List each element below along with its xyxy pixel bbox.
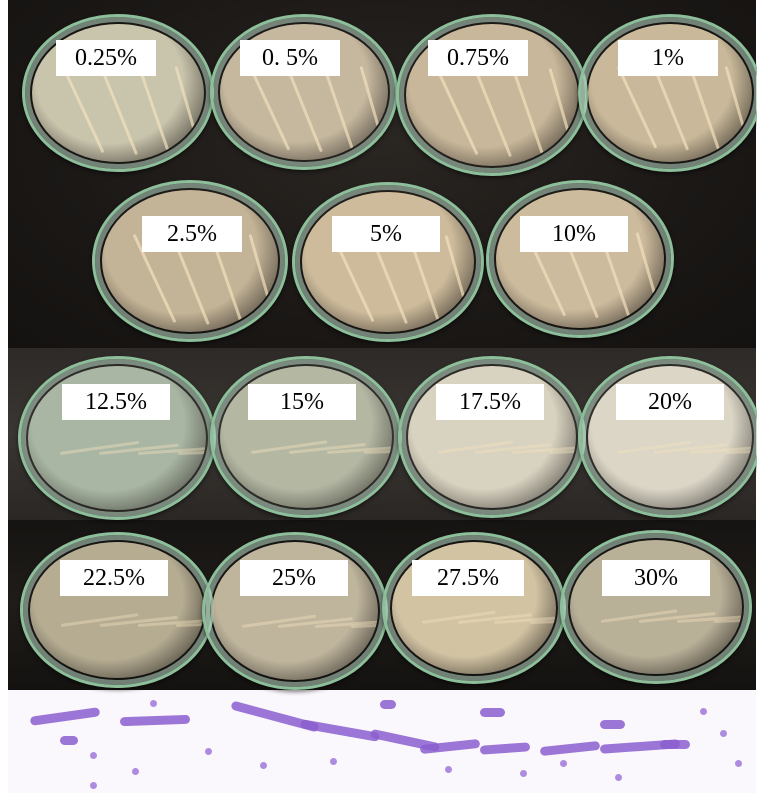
concentration-label: 1% <box>618 40 718 76</box>
bacterial-streak <box>175 66 204 159</box>
petri-dish-27-5-percent <box>382 532 566 684</box>
stained-cell <box>615 774 622 781</box>
bacterial-streak <box>511 67 545 159</box>
stained-rod <box>660 740 690 749</box>
concentration-label: 30% <box>602 560 710 596</box>
petri-dish-5-percent <box>292 182 484 342</box>
bacterial-streak <box>652 66 689 152</box>
concentration-label: 17.5% <box>436 384 544 420</box>
petri-dish-17-5-percent <box>398 356 586 518</box>
petri-dish-0-25-percent <box>22 14 214 172</box>
concentration-label: 20% <box>616 384 724 420</box>
bacterial-streak <box>688 66 721 153</box>
stained-cell <box>330 758 337 765</box>
bacterial-streak <box>724 66 752 154</box>
bacterial-streak <box>445 235 474 327</box>
petri-dish-2-5-percent <box>92 180 288 342</box>
concentration-label: 0. 5% <box>240 40 340 76</box>
petri-dish-12-5-percent <box>18 356 216 520</box>
stained-cell <box>520 770 527 777</box>
bacterial-streak <box>99 66 138 156</box>
concentration-label: 27.5% <box>412 560 524 596</box>
petri-dish-22-5-percent <box>20 532 214 688</box>
agar-surface <box>102 190 278 332</box>
stained-rod <box>480 708 505 717</box>
stained-rod <box>380 700 396 709</box>
stained-cell <box>720 730 727 737</box>
concentration-label: 22.5% <box>60 560 168 596</box>
petri-dish-0-5-percent <box>210 14 398 170</box>
bacterial-streak <box>137 66 171 157</box>
agar-surface <box>302 192 474 332</box>
bacterial-streak <box>435 67 479 155</box>
petri-dish-1-percent <box>578 14 757 172</box>
petri-dish-0-75-percent <box>396 14 588 176</box>
concentration-label: 10% <box>520 216 628 252</box>
bacterial-streak <box>248 65 291 151</box>
stained-rod <box>600 720 625 729</box>
petri-dish-15-percent <box>210 356 402 518</box>
stained-cell <box>90 752 97 759</box>
petri-dish-30-percent <box>560 530 752 684</box>
concentration-label: 0.25% <box>56 40 156 76</box>
stained-cell <box>150 700 157 707</box>
concentration-label: 0.75% <box>428 40 528 76</box>
stained-cell <box>90 782 97 789</box>
petri-dish-10-percent <box>486 180 674 338</box>
concentration-label: 5% <box>332 216 440 252</box>
bacterial-streak <box>248 233 278 328</box>
concentration-label: 15% <box>248 384 356 420</box>
bacterial-streak <box>549 67 578 160</box>
agar-surface <box>496 190 664 328</box>
bacterial-streak <box>285 65 324 153</box>
stained-rod <box>60 736 78 745</box>
bacterial-streak <box>635 232 664 323</box>
stained-cell <box>132 768 139 775</box>
concentration-label: 2.5% <box>142 216 242 252</box>
stained-cell <box>445 766 452 773</box>
stained-cell <box>260 762 267 769</box>
bacterial-streak <box>322 65 356 155</box>
bacterial-streak <box>473 67 512 157</box>
stained-cell <box>205 748 212 755</box>
bacterial-streak <box>359 65 388 156</box>
concentration-label: 12.5% <box>62 384 170 420</box>
stained-cell <box>700 708 707 715</box>
bacterial-streak <box>61 66 105 154</box>
bacterial-streak <box>616 66 657 150</box>
petri-dish-20-percent <box>578 356 757 518</box>
petri-dish-25-percent <box>202 532 388 690</box>
concentration-label: 25% <box>240 560 348 596</box>
stained-cell <box>735 760 742 767</box>
stained-cell <box>560 760 567 767</box>
